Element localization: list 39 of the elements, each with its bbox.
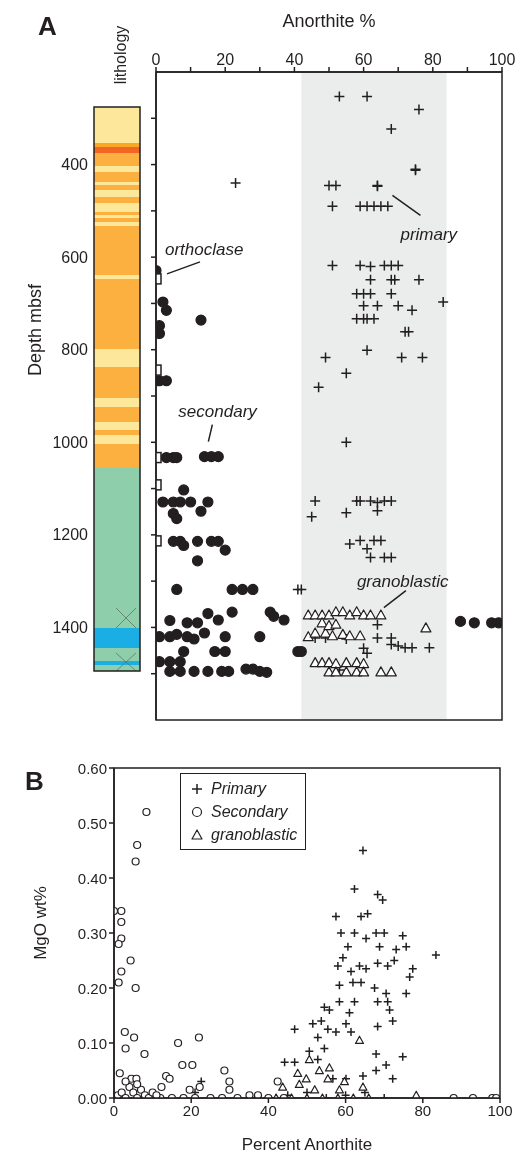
y-tick-label: 400 bbox=[61, 156, 89, 174]
y-axis-title: MgO wt% bbox=[30, 886, 50, 960]
y-tick-label: 1000 bbox=[52, 433, 89, 451]
x-tick-label: 100 bbox=[488, 51, 516, 68]
annotation: secondary bbox=[178, 401, 259, 421]
y-tick-label: 0.00 bbox=[77, 1089, 107, 1107]
x-tick-label: 40 bbox=[285, 51, 304, 68]
x-tick-label: 0 bbox=[109, 1101, 119, 1119]
x-tick-label: 20 bbox=[216, 51, 235, 68]
y-tick-label: 0.10 bbox=[77, 1034, 107, 1052]
x-axis-title: Anorthite % bbox=[282, 11, 376, 31]
text: lithology bbox=[111, 25, 129, 85]
y-tick-label: 0.50 bbox=[77, 814, 107, 832]
y-axis-title: Depth mbsf bbox=[25, 282, 45, 377]
annotation: primary bbox=[399, 225, 459, 245]
y-tick-label: 1200 bbox=[52, 526, 89, 544]
x-tick-label: 60 bbox=[354, 51, 373, 68]
x-tick-label: 40 bbox=[260, 1101, 277, 1119]
annotation: granoblastic bbox=[356, 571, 450, 591]
x-tick-label: 80 bbox=[414, 1101, 432, 1119]
y-tick-label: 0.60 bbox=[77, 759, 107, 777]
x-axis-title: Percent Anorthite bbox=[241, 1135, 373, 1154]
x-tick-label: 100 bbox=[487, 1101, 513, 1119]
legend-label: Secondary bbox=[211, 802, 288, 821]
annotation: orthoclase bbox=[165, 239, 244, 259]
legend-label: Primary bbox=[211, 779, 267, 798]
y-tick-label: 0.20 bbox=[77, 979, 107, 997]
x-tick-label: 20 bbox=[182, 1101, 200, 1119]
y-tick-label: 0.40 bbox=[77, 869, 107, 887]
y-tick-label: 1400 bbox=[52, 618, 89, 636]
y-tick-label: 0.30 bbox=[77, 924, 107, 942]
chart-title: A bbox=[38, 11, 57, 41]
y-tick-label: 600 bbox=[61, 248, 89, 266]
legend-label: granoblastic bbox=[211, 825, 298, 844]
x-tick-label: 80 bbox=[423, 51, 442, 68]
y-tick-label: 800 bbox=[61, 341, 89, 359]
chart-title: B bbox=[25, 766, 44, 796]
x-tick-label: 0 bbox=[151, 51, 161, 68]
x-tick-label: 60 bbox=[337, 1101, 354, 1119]
